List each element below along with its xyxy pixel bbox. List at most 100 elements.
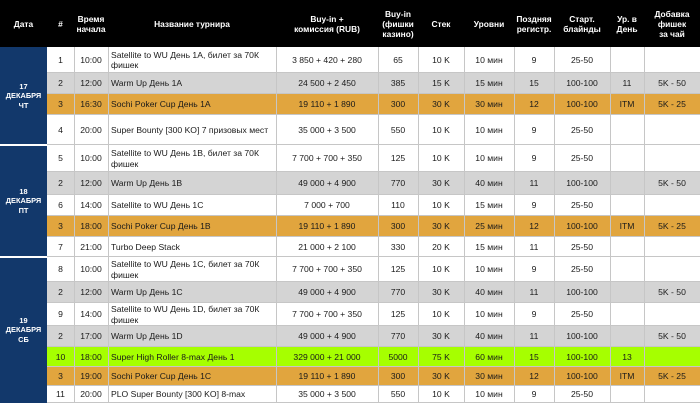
cell-time: 14:00 — [80, 309, 102, 320]
cell-blinds: 25-50 — [571, 309, 593, 320]
column-divider — [108, 47, 109, 73]
column-divider — [610, 94, 611, 115]
column-divider — [108, 145, 109, 172]
cell-levels: 25 мин — [475, 221, 503, 232]
column-divider — [108, 172, 109, 195]
column-divider — [644, 326, 645, 347]
cell-late: 9 — [531, 153, 537, 164]
column-divider — [418, 326, 419, 347]
column-divider — [108, 237, 109, 257]
column-divider — [276, 367, 277, 386]
column-divider — [464, 237, 465, 257]
date-cell: 19 ДЕКАБРЯ СБ — [0, 257, 47, 403]
column-divider — [418, 94, 419, 115]
table-row: 9 14:00 Satellite to WU День 1D, билет за … — [47, 303, 700, 326]
column-divider — [464, 347, 465, 367]
column-divider — [464, 73, 465, 94]
cell-tea — [644, 195, 700, 216]
column-divider — [644, 216, 645, 237]
cell-blinds: 25-50 — [571, 264, 593, 275]
column-divider — [514, 367, 515, 386]
cell-levels: 30 мин — [475, 99, 503, 110]
column-divider — [514, 303, 515, 326]
cell-stack: 10 K — [432, 153, 450, 164]
cell-time: 12:00 — [80, 78, 102, 89]
table-row: 2 12:00 Warm Up День 1А 24 500 + 2 450 385 15… — [47, 73, 700, 94]
cell-num: 9 — [58, 309, 63, 320]
cell-name: PLO Super Bounty [300 KO] 8-max — [111, 389, 246, 400]
header-late-reg: Поздняя регистр. — [516, 13, 552, 34]
column-divider — [610, 216, 611, 237]
column-divider — [108, 303, 109, 326]
cell-day — [610, 145, 644, 172]
column-divider — [644, 195, 645, 216]
cell-late: 11 — [529, 331, 539, 342]
cell-num: 3 — [58, 221, 63, 232]
column-divider — [74, 73, 75, 94]
cell-buyin: 7 000 + 700 — [304, 200, 350, 211]
column-divider — [378, 237, 379, 257]
column-divider — [378, 73, 379, 94]
cell-buyin: 35 000 + 3 500 — [298, 124, 356, 135]
column-divider — [108, 73, 109, 94]
row-divider — [47, 325, 700, 326]
column-divider — [514, 94, 515, 115]
cell-stack: 10 K — [432, 54, 450, 65]
cell-chips: 330 — [390, 241, 406, 252]
column-divider — [464, 257, 465, 282]
cell-tea — [644, 386, 700, 403]
cell-buyin: 7 700 + 700 + 350 — [292, 264, 362, 275]
cell-stack: 30 K — [432, 287, 450, 298]
cell-late: 11 — [529, 241, 539, 252]
date-separator — [0, 144, 47, 146]
cell-num: 6 — [58, 200, 63, 211]
column-divider — [418, 367, 419, 386]
column-divider — [378, 326, 379, 347]
row-divider — [47, 171, 700, 172]
column-divider — [554, 195, 555, 216]
cell-stack: 30 K — [432, 221, 450, 232]
cell-buyin: 49 000 + 4 900 — [298, 287, 356, 298]
column-divider — [378, 94, 379, 115]
cell-buyin: 19 110 + 1 890 — [298, 221, 356, 232]
column-divider — [464, 326, 465, 347]
column-divider — [554, 257, 555, 282]
cell-num: 3 — [58, 99, 63, 110]
column-divider — [610, 195, 611, 216]
column-divider — [644, 47, 645, 73]
table-row: 7 21:00 Turbo Deep Stack 21 000 + 2 100 330 2… — [47, 237, 700, 257]
cell-blinds: 100-100 — [566, 78, 598, 89]
table-row: 8 10:00 Satellite to WU День 1С, билет за … — [47, 257, 700, 282]
cell-tea: 5K - 25 — [658, 371, 686, 382]
cell-levels: 60 мин — [475, 351, 503, 362]
header-tournament-name: Название турнира — [154, 18, 230, 29]
cell-num: 2 — [58, 331, 63, 342]
cell-blinds: 100-100 — [566, 178, 598, 189]
cell-tea: 5K - 50 — [658, 178, 686, 189]
column-divider — [514, 115, 515, 145]
cell-name: Satellite to WU День 1С — [111, 200, 204, 211]
column-divider — [378, 172, 379, 195]
column-divider — [418, 237, 419, 257]
cell-buyin: 35 000 + 3 500 — [298, 389, 356, 400]
cell-time: 16:30 — [80, 99, 102, 110]
column-divider — [514, 257, 515, 282]
cell-chips: 110 — [391, 200, 405, 211]
column-divider — [74, 257, 75, 282]
column-divider — [464, 303, 465, 326]
column-divider — [610, 237, 611, 257]
cell-day — [610, 386, 644, 403]
cell-time: 10:00 — [80, 54, 102, 65]
cell-late: 12 — [529, 221, 539, 232]
cell-chips: 770 — [390, 287, 406, 298]
cell-levels: 10 мин — [475, 389, 503, 400]
cell-time: 17:00 — [80, 331, 102, 342]
column-divider — [464, 386, 465, 403]
cell-late: 15 — [529, 351, 539, 362]
column-divider — [554, 145, 555, 172]
column-divider — [554, 303, 555, 326]
cell-chips: 65 — [393, 54, 403, 65]
cell-time: 19:00 — [80, 371, 102, 382]
cell-blinds: 100-100 — [566, 371, 598, 382]
